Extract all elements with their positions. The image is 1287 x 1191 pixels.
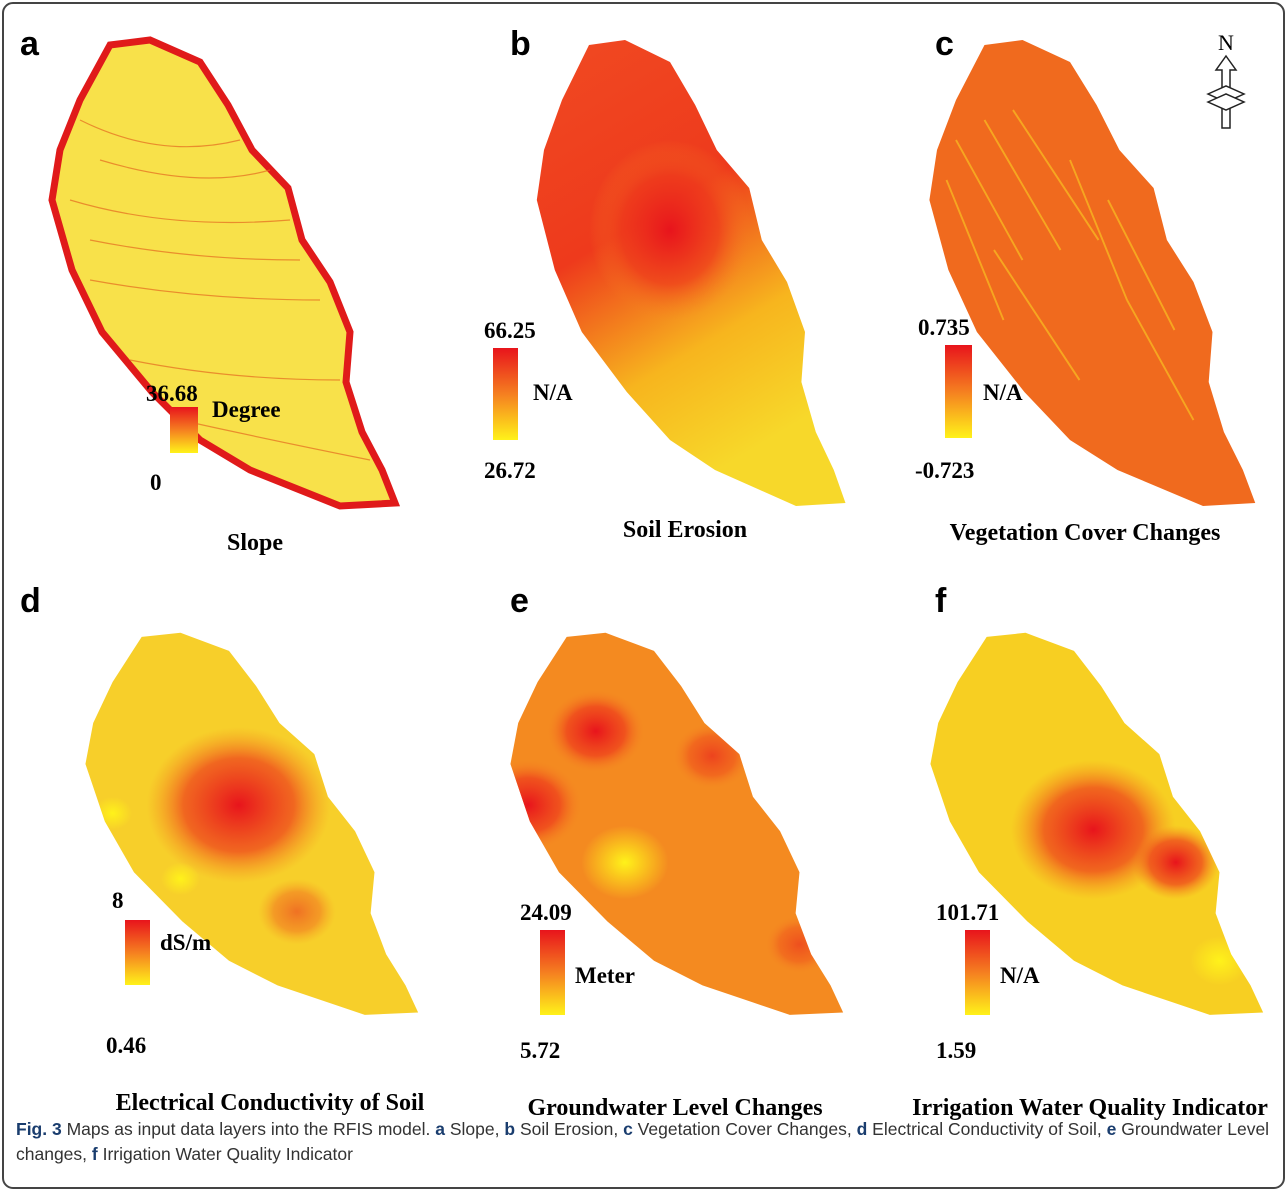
legend-unit: N/A — [983, 380, 1023, 405]
caption-item-text: Vegetation Cover Changes, — [638, 1119, 852, 1139]
legend-max: 66.25 — [484, 318, 536, 343]
map-soil-erosion — [537, 40, 846, 506]
legend-min: 5.72 — [520, 1038, 560, 1063]
panel-title: Electrical Conductivity of Soil — [116, 1090, 425, 1116]
legend-unit: Meter — [575, 963, 635, 988]
legend-unit: Degree — [212, 397, 281, 422]
panel-title: Soil Erosion — [623, 517, 747, 543]
panel-letter: c — [935, 25, 954, 63]
caption-item-letter: d — [857, 1119, 868, 1139]
legend-max: 0.735 — [918, 315, 970, 340]
caption-item-text: Electrical Conductivity of Soil, — [872, 1119, 1102, 1139]
legend-min: 1.59 — [936, 1038, 976, 1063]
panel-letter: d — [20, 582, 41, 620]
map-groundwater — [475, 633, 844, 1015]
legend-min: 26.72 — [484, 458, 536, 483]
legend-min: -0.723 — [915, 458, 974, 483]
legend-bar — [170, 407, 198, 453]
north-arrow — [1208, 56, 1244, 128]
legend-bar — [945, 345, 972, 438]
legend-max: 36.68 — [146, 381, 198, 406]
panel-letter: f — [935, 582, 947, 620]
caption-text: Maps as input data layers into the RFIS … — [67, 1119, 431, 1139]
legend-bar — [540, 930, 565, 1015]
caption-item-letter: a — [435, 1119, 445, 1139]
panel-letter: b — [510, 25, 531, 63]
figure: N a b c d e f 36.68 0 Degree 66.25 26.72… — [0, 0, 1287, 1191]
caption-item-letter: b — [504, 1119, 515, 1139]
caption-item-text: Soil Erosion, — [520, 1119, 618, 1139]
map-vegetation — [929, 40, 1255, 506]
legend-unit: N/A — [533, 380, 573, 405]
caption-item-letter: c — [623, 1119, 633, 1139]
legend-unit: dS/m — [160, 930, 211, 955]
map-slope — [52, 40, 395, 506]
legend-max: 101.71 — [936, 900, 999, 925]
legend-unit: N/A — [1000, 963, 1040, 988]
page: N a b c d e f 36.68 0 Degree 66.25 26.72… — [0, 0, 1287, 1191]
caption-item-text: Slope, — [450, 1119, 500, 1139]
legend-min: 0.46 — [106, 1033, 146, 1058]
caption-item-letter: e — [1107, 1119, 1117, 1139]
caption-item-letter: f — [92, 1144, 98, 1164]
panel-letter: e — [510, 582, 529, 620]
north-label: N — [1218, 30, 1234, 55]
legend-bar — [493, 348, 518, 440]
panel-title: Slope — [227, 530, 283, 556]
legend-max: 24.09 — [520, 900, 572, 925]
legend-max: 8 — [112, 888, 124, 913]
legend-min: 0 — [150, 470, 162, 495]
legend-bar — [965, 930, 990, 1015]
panel-letter: a — [20, 25, 40, 63]
caption-item-text: Irrigation Water Quality Indicator — [103, 1144, 353, 1164]
caption: Fig. 3 Maps as input data layers into th… — [16, 1117, 1271, 1167]
caption-label: Fig. 3 — [16, 1119, 62, 1139]
panel-title: Vegetation Cover Changes — [950, 520, 1221, 546]
legend-bar — [125, 920, 150, 985]
